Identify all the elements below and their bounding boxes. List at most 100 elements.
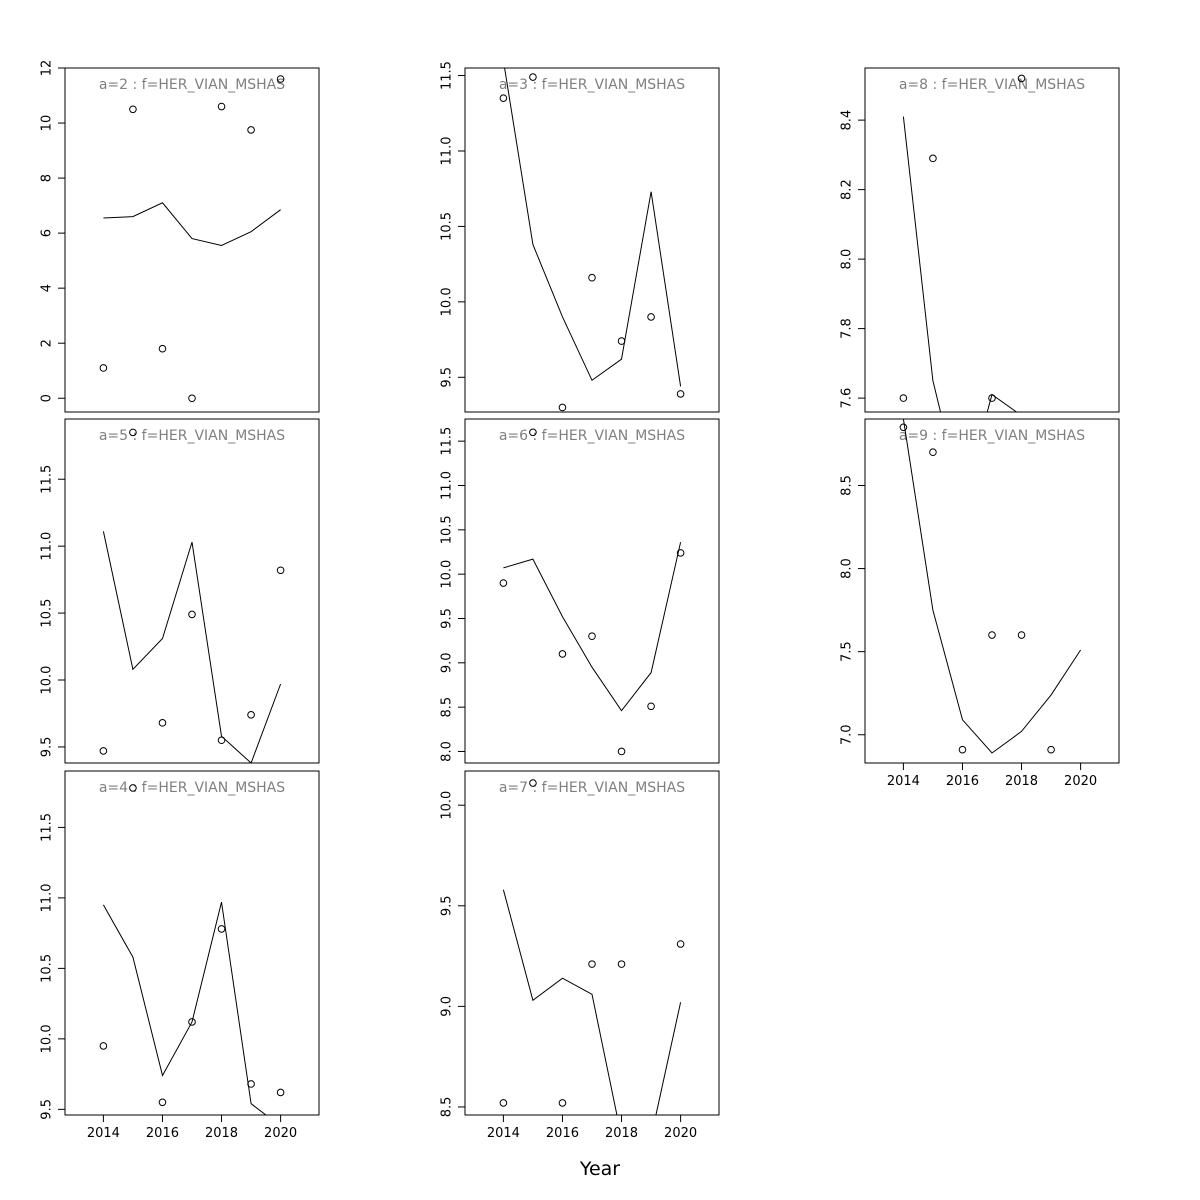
data-point	[647, 313, 655, 321]
data-point	[129, 784, 137, 792]
data-point	[217, 102, 226, 111]
panel-8: a=7 : f=HER_VIAN_MSHAS 8.5 9.0 9.5 10.0 2014 2…	[440, 770, 720, 1141]
y-tick-label: 8.5	[440, 697, 455, 718]
y-tick-label: 9.0	[440, 652, 455, 673]
y-tick-label: 9.5	[40, 737, 55, 758]
y-tick-label: 10.0	[40, 666, 55, 695]
y-tick-label: 8.0	[840, 558, 855, 579]
data-point	[499, 94, 508, 102]
y-tick-label: 8.5	[440, 1097, 455, 1118]
data-point	[529, 779, 537, 787]
data-point	[276, 566, 285, 575]
y-tick-label: 10.5	[40, 599, 55, 628]
data-point	[676, 940, 685, 948]
panel-frame	[464, 418, 720, 764]
data-point	[247, 711, 255, 719]
x-axis-label: Year	[579, 1158, 621, 1180]
panel-label: a=5 : f=HER_VIAN_MSHAS	[99, 428, 285, 444]
panel-frame	[64, 770, 320, 1116]
data-point	[129, 105, 137, 114]
data-point	[899, 423, 908, 432]
y-tick-label: 9.5	[440, 367, 455, 388]
panel-1: a=2 : f=HER_VIAN_MSHAS 0 2 4 6 8 10 12	[40, 60, 320, 413]
fitted-line	[102, 901, 267, 1115]
panel-label: a=9 : f=HER_VIAN_MSHAS	[899, 428, 1085, 444]
y-tick-label: 10.0	[440, 287, 455, 316]
data-point	[617, 747, 626, 756]
fitted-line	[902, 419, 1082, 754]
y-tick-label: 11.0	[40, 883, 55, 912]
y-tick-label: 2	[40, 339, 55, 347]
y-tick-label: 10.5	[440, 212, 455, 241]
data-point	[647, 702, 655, 711]
y-tick-label: 12	[40, 60, 55, 77]
data-point	[99, 1042, 108, 1050]
data-point	[676, 549, 685, 557]
panel-frame	[464, 67, 720, 413]
y-tick-label: 11.5	[440, 61, 455, 90]
y-tick-label: 7.8	[840, 318, 855, 339]
data-point	[1017, 631, 1026, 639]
panel-frame	[864, 67, 1120, 413]
y-tick-label: 8.0	[440, 741, 455, 762]
panel-7: a=4 : f=HER_VIAN_MSHAS 9.5 10.0 10.5 11.0 11.…	[40, 770, 320, 1141]
panel-label: a=4 : f=HER_VIAN_MSHAS	[99, 780, 285, 796]
x-tick-label: 2016	[546, 1126, 579, 1141]
data-point	[958, 745, 967, 754]
data-point	[899, 394, 908, 402]
fitted-line	[902, 116, 1018, 412]
data-point	[588, 273, 596, 282]
fitted-line	[503, 542, 682, 712]
y-tick-label: 11.5	[40, 465, 55, 494]
fitted-line	[103, 202, 281, 247]
data-point	[188, 1018, 196, 1026]
data-point	[188, 610, 196, 619]
data-point	[217, 736, 226, 745]
data-point	[129, 428, 137, 437]
y-tick-label: 11.0	[440, 471, 455, 500]
fitted-line	[504, 68, 682, 387]
data-point	[99, 747, 108, 755]
y-tick-label: 11.0	[40, 532, 55, 561]
data-point	[217, 925, 226, 933]
data-point	[158, 719, 167, 727]
x-tick-label: 2014	[887, 774, 920, 789]
panel-3: a=8 : f=HER_VIAN_MSHAS 7.6 7.8 8.0 8.2 8.4	[840, 67, 1120, 413]
data-point	[588, 632, 596, 641]
y-tick-label: 10	[40, 115, 55, 132]
data-point	[158, 1098, 167, 1107]
data-point	[929, 448, 937, 457]
data-point	[247, 1080, 255, 1088]
y-tick-label: 11.5	[40, 813, 55, 842]
x-tick-label: 2020	[1064, 774, 1097, 789]
x-tick-label: 2016	[146, 1126, 179, 1141]
y-tick-label: 10.0	[440, 791, 455, 820]
panel-label: a=2 : f=HER_VIAN_MSHAS	[99, 77, 285, 93]
fitted-line	[102, 531, 282, 763]
panel-6: a=9 : f=HER_VIAN_MSHAS 7.0 7.5 8.0 8.5 2014 20…	[840, 418, 1120, 789]
y-tick-label: 11.0	[440, 137, 455, 166]
panel-label: a=3 : f=HER_VIAN_MSHAS	[499, 77, 685, 93]
y-tick-label: 7.6	[840, 388, 855, 409]
data-point	[529, 428, 537, 437]
data-point	[1047, 745, 1055, 754]
fitted-line	[502, 889, 682, 1115]
x-tick-label: 2018	[605, 1126, 638, 1141]
panel-frame	[864, 418, 1120, 764]
x-tick-label: 2018	[205, 1126, 238, 1141]
y-tick-label: 8.5	[840, 475, 855, 496]
y-tick-label: 10.5	[440, 515, 455, 544]
data-point	[988, 394, 996, 402]
y-tick-label: 10.5	[40, 954, 55, 983]
x-tick-label: 2016	[946, 774, 979, 789]
x-tick-label: 2020	[264, 1126, 297, 1141]
y-tick-label: 10.0	[440, 560, 455, 589]
x-tick-label: 2020	[664, 1126, 697, 1141]
data-point	[499, 579, 508, 587]
data-point	[99, 364, 108, 372]
panel-5: a=6 : f=HER_VIAN_MSHAS 8.0 8.5 9.0 9.5 10.0 10…	[440, 418, 720, 764]
panel-label: a=6 : f=HER_VIAN_MSHAS	[499, 428, 685, 444]
data-point	[588, 960, 596, 968]
panel-frame	[64, 418, 320, 764]
